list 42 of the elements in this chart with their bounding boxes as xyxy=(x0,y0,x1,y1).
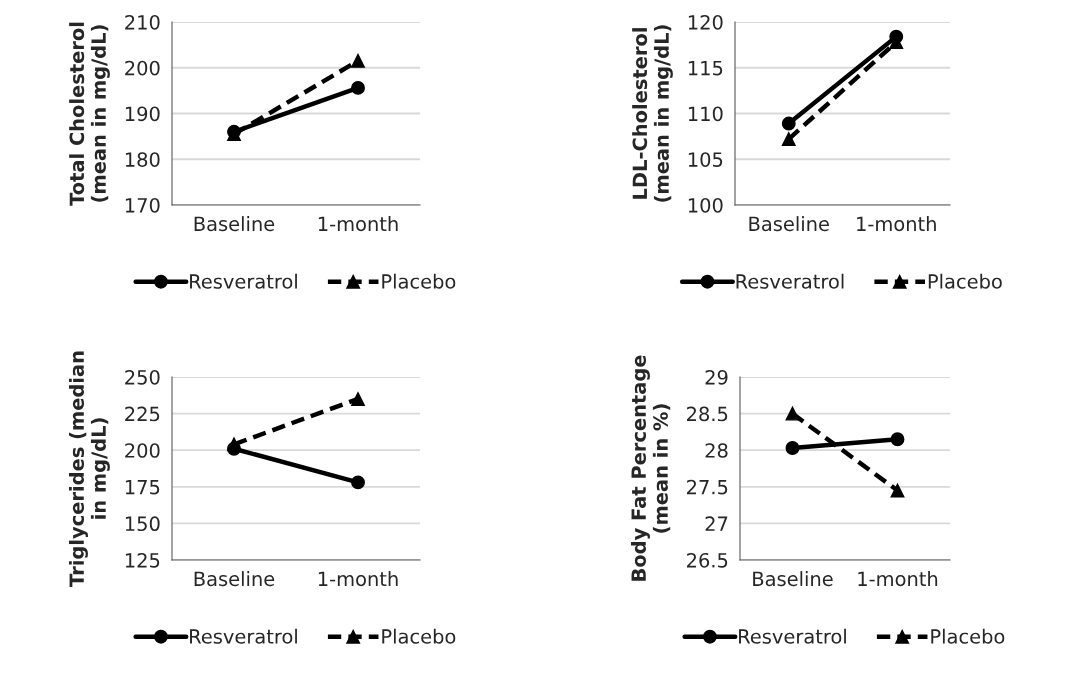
legend-label: Resveratrol xyxy=(739,628,846,644)
legend-label: Placebo xyxy=(931,628,1005,644)
y-tick-label: 27.5 xyxy=(687,479,728,495)
y-tick-label: 110 xyxy=(688,106,723,122)
y-tick-label: 250 xyxy=(125,369,160,385)
y-tick-label: 190 xyxy=(125,106,160,122)
y-tick-label: 225 xyxy=(125,406,160,422)
y-tick-label: 125 xyxy=(125,552,160,568)
y-tick-label: 26.5 xyxy=(687,552,728,568)
legend-label: Placebo xyxy=(382,628,456,644)
y-tick-label: 170 xyxy=(125,197,160,213)
y-tick-label: 200 xyxy=(125,60,160,76)
y-tick-label: 29 xyxy=(705,369,728,385)
x-tick-label: 1-month xyxy=(318,216,398,232)
y-tick-label: 105 xyxy=(688,152,723,167)
x-tick-label: 1-month xyxy=(858,571,938,587)
y-tick-label: 28 xyxy=(705,443,728,458)
x-tick-label: 1-month xyxy=(318,571,398,587)
y-axis-title: Triglycerides (median in mg/dL) xyxy=(68,351,110,587)
y-axis-title: Total Cholesterol (mean in mg/dL) xyxy=(69,22,110,206)
x-tick-label: Baseline xyxy=(194,571,275,587)
y-tick-label: 175 xyxy=(125,480,160,495)
legend-label: Resveratrol xyxy=(190,273,297,289)
y-axis-title: Body Fat Percentage (mean in %) xyxy=(630,355,671,581)
y-tick-label: 210 xyxy=(125,14,160,30)
legend-label: Resveratrol xyxy=(190,628,297,644)
y-tick-label: 100 xyxy=(688,197,723,213)
x-tick-label: Baseline xyxy=(749,216,829,232)
x-tick-label: Baseline xyxy=(194,216,275,232)
y-tick-label: 27 xyxy=(705,516,728,531)
y-tick-label: 115 xyxy=(688,60,723,76)
legend-label: Placebo xyxy=(382,273,456,289)
y-axis-title: LDL-Cholesterol (mean in mg/dL) xyxy=(632,25,673,202)
y-tick-label: 28.5 xyxy=(687,406,728,422)
y-tick-label: 200 xyxy=(125,443,160,458)
y-tick-label: 180 xyxy=(125,152,160,167)
legend-label: Placebo xyxy=(928,273,1002,289)
x-tick-label: Baseline xyxy=(753,571,833,587)
x-tick-label: 1-month xyxy=(857,216,936,232)
y-tick-label: 120 xyxy=(688,14,723,30)
y-tick-label: 150 xyxy=(125,516,160,532)
legend-label: Resveratrol xyxy=(736,273,844,289)
